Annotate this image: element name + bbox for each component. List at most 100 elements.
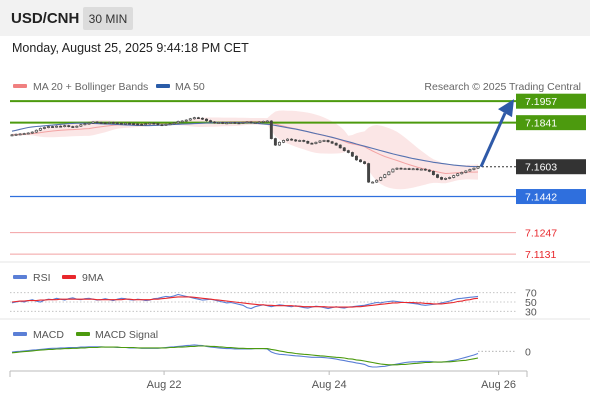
level-label-resistance: 7.1841 — [525, 118, 557, 130]
price-candle — [249, 121, 253, 124]
price-candle — [411, 167, 415, 171]
symbol-title: USD/CNH — [11, 10, 80, 27]
price-candle — [261, 120, 265, 123]
macd-signal-line — [11, 345, 479, 366]
price-candle — [103, 122, 107, 125]
price-candle — [290, 138, 294, 141]
price-candle — [423, 168, 427, 171]
price-candle — [200, 117, 204, 120]
legend-label-rsi-9ma: 9MA — [82, 272, 104, 284]
rsi-tick-label: 70 — [525, 288, 537, 300]
price-candle — [306, 140, 310, 145]
price-candle — [322, 139, 326, 142]
price-candle — [180, 120, 184, 123]
macd-tick-label: 0 — [525, 346, 531, 358]
price-candle — [476, 165, 480, 170]
legend-label-macd: MACD — [33, 329, 64, 341]
price-candle — [440, 176, 443, 181]
price-candle — [188, 117, 192, 121]
level-tag-resistance — [516, 115, 586, 131]
price-candle — [298, 139, 302, 142]
bollinger-band-layer — [11, 110, 479, 190]
price-candle — [14, 133, 18, 136]
price-candle — [10, 134, 14, 137]
time-axis-layer: Aug 22 Aug 24 Aug 26 — [9, 371, 528, 391]
price-candle — [67, 124, 71, 128]
price-candle — [63, 124, 67, 128]
price-candle — [346, 149, 350, 154]
price-candle — [282, 139, 285, 144]
price-candle — [371, 181, 375, 184]
time-tick-label: Aug 24 — [312, 379, 347, 391]
price-candle — [196, 116, 200, 120]
price-candle — [464, 170, 468, 174]
macd-layer: 0 — [11, 344, 531, 368]
macd-legend: MACD MACD Signal — [13, 329, 158, 341]
price-candle — [350, 151, 354, 158]
price-candle — [314, 141, 318, 145]
rsi-tick-label: 30 — [525, 306, 537, 318]
price-candle — [472, 167, 476, 171]
price-candle — [192, 116, 196, 120]
price-candle — [225, 122, 229, 125]
price-candle — [233, 121, 237, 124]
price-candle — [387, 171, 391, 176]
price-candle — [176, 120, 180, 124]
price-candle — [273, 137, 277, 146]
price-candle — [403, 167, 407, 170]
chart-datetime: Monday, August 25, 2025 9:44:18 PM CET — [12, 41, 249, 55]
price-candle — [456, 172, 460, 177]
price-candle — [95, 121, 99, 124]
rsi-9ma-line — [11, 296, 479, 308]
price-candle — [55, 125, 59, 128]
price-candle — [75, 125, 79, 128]
price-candle — [42, 126, 46, 130]
price-candle — [448, 176, 452, 180]
price-candle — [245, 121, 249, 124]
price-candle — [391, 168, 395, 173]
bollinger-band-fill — [12, 110, 478, 190]
price-candle — [383, 173, 387, 179]
price-candle — [18, 133, 22, 136]
price-candle — [334, 142, 338, 146]
price-candle — [26, 132, 30, 135]
rsi-legend: RSI 9MA — [13, 272, 104, 284]
price-candle — [136, 123, 140, 126]
price-candle — [407, 167, 411, 170]
price-candle — [119, 122, 123, 125]
price-candle — [47, 125, 50, 129]
price-legend: MA 20 + Bollinger Bands MA 50 Research ©… — [13, 81, 581, 93]
chart-credit: Research © 2025 Trading Central — [424, 81, 581, 93]
price-candle — [359, 159, 362, 163]
price-candle — [367, 162, 371, 183]
legend-swatch-ma20 — [13, 84, 27, 88]
price-candle — [444, 177, 448, 181]
price-candle — [241, 121, 245, 125]
price-candle — [111, 121, 115, 124]
price-candle — [431, 170, 435, 176]
projection-layer — [479, 99, 514, 168]
price-candle — [354, 155, 358, 161]
level-tag-pivot — [516, 189, 586, 205]
price-candle — [140, 123, 144, 126]
price-candle — [209, 119, 213, 123]
price-candle — [164, 123, 168, 126]
legend-swatch-rsi-9ma — [62, 275, 76, 279]
price-candle — [452, 174, 456, 179]
price-candle — [338, 144, 342, 149]
price-candle — [152, 122, 156, 125]
level-label-resistance: 7.1957 — [525, 96, 557, 108]
legend-label-ma50: MA 50 — [175, 81, 205, 93]
level-label-support: 7.1247 — [525, 228, 557, 240]
price-candle — [286, 138, 290, 142]
level-label-last: 7.1603 — [525, 162, 557, 174]
timeframe-button[interactable]: 30 MIN — [83, 7, 133, 30]
price-candle — [415, 167, 419, 171]
price-candle — [217, 121, 221, 124]
price-candle — [22, 132, 26, 135]
time-tick-label: Aug 26 — [481, 379, 516, 391]
price-candle — [237, 122, 241, 125]
price-candle — [318, 140, 322, 144]
